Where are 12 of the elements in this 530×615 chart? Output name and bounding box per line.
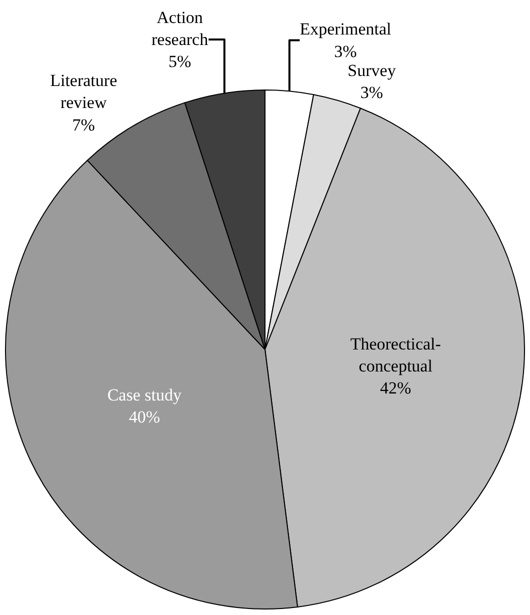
data-label: 42% [380, 378, 412, 398]
data-label: 3% [334, 42, 357, 61]
data-label: 5% [168, 52, 192, 72]
slice-label: Literature review [50, 71, 118, 112]
data-label: 40% [128, 408, 160, 427]
data-label: 3% [360, 82, 384, 102]
slice-label: Experimental [300, 20, 392, 39]
slice-label: Action research [151, 8, 209, 50]
slice-label: Theorectical- conceptual [350, 334, 442, 376]
slice-label: Case study [107, 386, 182, 405]
slice-label: Survey [348, 60, 396, 80]
data-label: 7% [72, 115, 95, 134]
